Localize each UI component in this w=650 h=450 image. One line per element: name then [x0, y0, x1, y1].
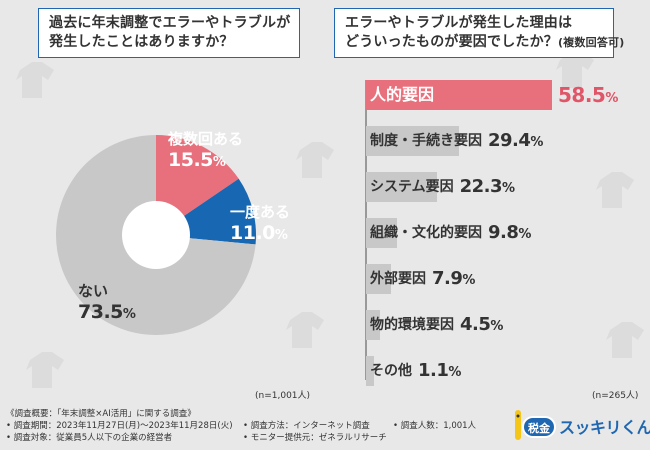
bar-value-unit: %	[490, 319, 503, 334]
pie-label-nai: ない 73.5%	[78, 280, 136, 323]
bar-axis-line	[365, 80, 367, 380]
pie-label-ichido-name: 一度ある	[230, 203, 291, 221]
bar-value-number: 7.9	[432, 268, 463, 289]
bar-value-unit: %	[462, 273, 475, 288]
bar-value: 7.9%	[432, 264, 475, 296]
bar-value: 58.5%	[558, 80, 618, 114]
footer-target: • 調査対象：従業員5人以下の企業の経営者	[6, 433, 173, 443]
right-sample-size: (n=265人)	[592, 391, 639, 401]
bar-value: 22.3%	[460, 172, 515, 204]
bar-label: 外部要因	[370, 271, 426, 287]
bar	[366, 172, 437, 202]
pie-label-ichido-value-wrap: 11.0%	[230, 222, 290, 244]
pie-center-hole	[122, 201, 190, 269]
bar-label: 組織・文化的要因	[370, 225, 482, 241]
bar-value-unit: %	[502, 181, 515, 196]
pie-label-nai-value: 73.5	[78, 301, 123, 323]
pie-label-fukusu-value: 15.5	[168, 149, 213, 171]
right-title-line2-main: どういったものが要因でしたか？	[345, 34, 558, 50]
pie-label-ichido-value: 11.0	[230, 222, 275, 244]
footer-monitor: • モニター提供元：ゼネラルリサーチ	[243, 433, 387, 443]
logo-badge: 税金	[522, 416, 556, 438]
left-title-line2: 発生したことはありますか？	[49, 34, 234, 50]
right-title-suffix: (複数回答可)	[558, 36, 625, 49]
pie-label-ichido-unit: %	[274, 228, 288, 243]
bar	[366, 310, 381, 340]
pie-label-ichido: 一度ある 11.0%	[230, 201, 290, 244]
pie-label-fukusu: 複数回ある 15.5%	[168, 128, 243, 171]
bar-value-number: 58.5	[558, 83, 606, 107]
bar-value-number: 4.5	[460, 314, 491, 335]
bar-value: 29.4%	[488, 126, 543, 158]
pie-label-nai-unit: %	[122, 307, 136, 322]
bar-value-unit: %	[518, 227, 531, 242]
logo-text: スッキリくん	[559, 418, 650, 437]
bar-label: 制度・手続き要因	[370, 133, 482, 149]
bar-value-unit: %	[605, 91, 618, 106]
bar	[366, 80, 552, 110]
bar-value-number: 29.4	[488, 130, 531, 151]
bar-value-unit: %	[530, 135, 543, 150]
bar-value-unit: %	[448, 365, 461, 380]
footer-summary: 《調査概要：「年末調整×AI活用」に関する調査》	[6, 409, 196, 419]
mascot-icon	[515, 410, 521, 440]
bar-label: その他	[370, 363, 412, 379]
pie-label-fukusu-name: 複数回ある	[168, 130, 244, 148]
pie-label-fukusu-value-wrap: 15.5%	[168, 149, 243, 171]
bar	[366, 264, 392, 294]
bar	[366, 356, 374, 386]
footer-period: • 調査期間：2023年11月27日(月)～2023年11月28日(火)	[6, 421, 233, 431]
footer-count: • 調査人数：1,001人	[393, 421, 477, 431]
pie-label-nai-name: ない	[78, 282, 109, 300]
footer-method: • 調査方法：インターネット調査	[243, 421, 370, 431]
pie-label-nai-value-wrap: 73.5%	[78, 301, 136, 323]
bar	[366, 126, 460, 156]
left-title-line1: 過去に年末調整でエラーやトラブルが	[49, 15, 291, 31]
right-title-line2: どういったものが要因でしたか？(複数回答可)	[345, 33, 624, 52]
bar-label: 人的要因	[370, 85, 435, 104]
left-sample-size: (n=1,001人)	[255, 391, 311, 401]
bar-value-number: 9.8	[488, 222, 519, 243]
bar	[366, 218, 398, 248]
bar-label: 物的環境要因	[370, 317, 454, 333]
bar-value-number: 1.1	[418, 360, 449, 381]
brand-logo: 税金 スッキリくん	[512, 408, 650, 442]
right-title-line1: エラーやトラブルが発生した理由は	[345, 15, 573, 31]
bar-value: 1.1%	[418, 356, 461, 388]
pie-label-fukusu-unit: %	[212, 155, 226, 170]
bar-value: 4.5%	[460, 310, 503, 342]
bar-label: システム要因	[370, 179, 454, 195]
bar-value: 9.8%	[488, 218, 531, 250]
right-chart-title: エラーやトラブルが発生した理由は どういったものが要因でしたか？(複数回答可)	[334, 8, 624, 58]
left-chart-title: 過去に年末調整でエラーやトラブルが 発生したことはありますか？	[38, 8, 300, 58]
bar-value-number: 22.3	[459, 176, 503, 197]
